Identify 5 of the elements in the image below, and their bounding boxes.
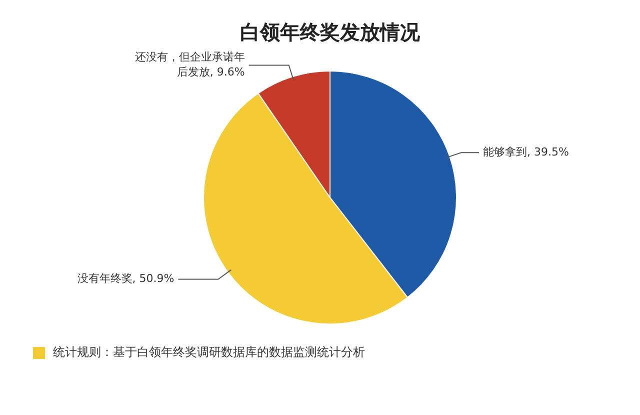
slice-label: 没有年终奖, 50.9% (77, 272, 174, 286)
text: 统计规则：基于白领年终奖调研数据库的数据监测统计分析 (53, 344, 365, 361)
slice-label: 能够拿到, 39.5% (483, 145, 569, 158)
slice-label: 还没有，但企业承诺年后发放, 9.6% (134, 50, 245, 79)
chart-title: 白领年终奖发放情况 (240, 20, 421, 44)
